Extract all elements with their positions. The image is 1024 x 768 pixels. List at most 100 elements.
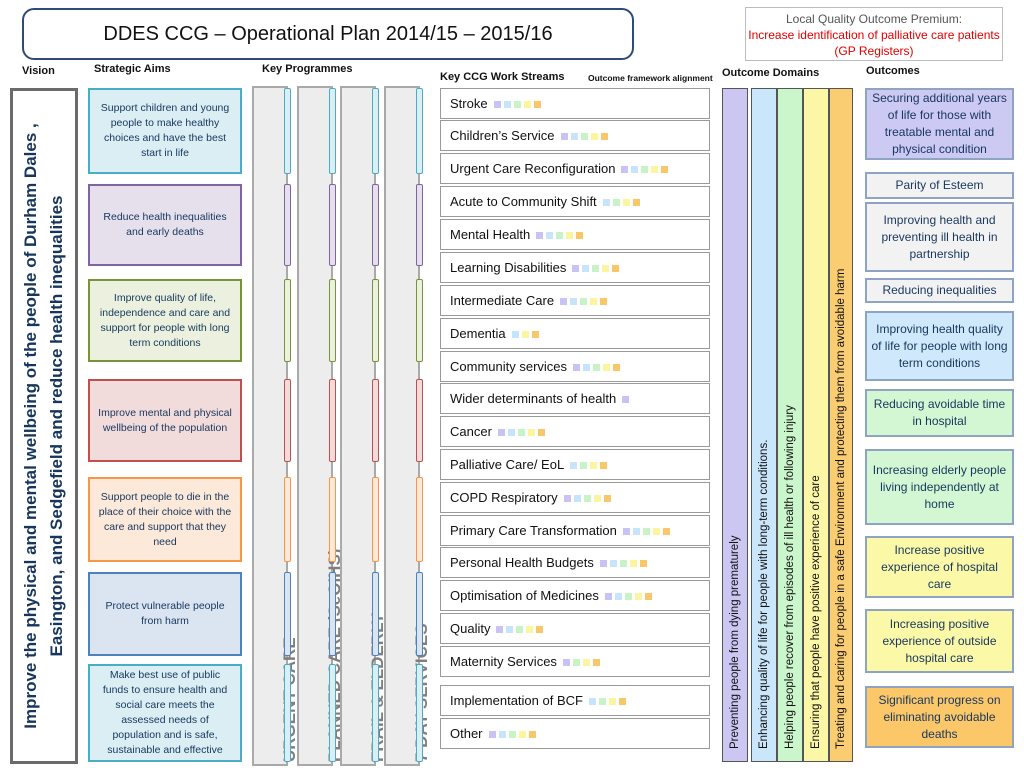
work-stream-label: COPD Respiratory bbox=[450, 490, 558, 505]
alignment-square bbox=[641, 166, 649, 173]
alignment-square bbox=[642, 528, 650, 535]
alignment-square bbox=[590, 462, 598, 469]
alignment-square bbox=[662, 528, 670, 535]
work-stream-label: Stroke bbox=[450, 96, 488, 111]
alignment-square bbox=[600, 133, 608, 140]
programme-aim-marker bbox=[416, 572, 423, 656]
alignment-square bbox=[593, 364, 601, 371]
outcome-box: Reducing inequalities bbox=[865, 278, 1014, 303]
alignment-square bbox=[622, 199, 630, 206]
alignment-square bbox=[497, 429, 505, 436]
programme-column bbox=[340, 86, 376, 766]
outcome-domain-column: Ensuring that people have positive exper… bbox=[803, 88, 829, 762]
work-stream-label: Acute to Community Shift bbox=[450, 194, 597, 209]
work-stream-label: Learning Disabilities bbox=[450, 260, 567, 275]
programme-aim-marker bbox=[284, 379, 291, 462]
alignment-square bbox=[528, 731, 536, 738]
alignment-markers bbox=[495, 424, 545, 439]
alignment-markers bbox=[486, 726, 536, 741]
work-stream-row: Dementia bbox=[440, 318, 710, 349]
outcome-box: Improving health quality of life for peo… bbox=[865, 311, 1014, 381]
alignment-square bbox=[537, 429, 545, 436]
alignment-markers bbox=[570, 359, 621, 374]
alignment-square bbox=[493, 101, 501, 108]
alignment-square bbox=[556, 232, 564, 239]
alignment-square bbox=[527, 429, 535, 436]
work-stream-label: Community services bbox=[450, 359, 568, 374]
alignment-square bbox=[602, 265, 610, 272]
work-stream-row: Maternity Services bbox=[440, 646, 710, 677]
work-stream-label: Wider determinants of health bbox=[450, 391, 617, 406]
alignment-square bbox=[570, 298, 578, 305]
outcome-domain-column: Preventing people from dying prematurely bbox=[722, 88, 748, 762]
alignment-square bbox=[516, 626, 524, 633]
alignment-square bbox=[622, 528, 630, 535]
programme-aim-marker bbox=[416, 477, 423, 562]
work-stream-row: COPD Respiratory bbox=[440, 482, 710, 513]
programme-aim-marker bbox=[416, 184, 423, 266]
work-stream-row: Acute to Community Shift bbox=[440, 186, 710, 217]
programme-aim-marker bbox=[329, 279, 336, 362]
strategic-aim-box: Reduce health inequalities and early dea… bbox=[88, 184, 242, 266]
alignment-square bbox=[600, 298, 608, 305]
programme-aim-marker bbox=[329, 379, 336, 462]
header-vision: Vision bbox=[22, 65, 55, 77]
programme-aim-marker bbox=[329, 664, 336, 762]
work-stream-label: Intermediate Care bbox=[450, 293, 555, 308]
header-work-streams: Key CCG Work Streams bbox=[440, 71, 565, 83]
work-stream-row: Stroke bbox=[440, 88, 710, 119]
premium-heading: Local Quality Outcome Premium: bbox=[785, 12, 963, 26]
alignment-square bbox=[631, 166, 639, 173]
premium-detail: Increase identification of palliative ca… bbox=[748, 28, 1000, 58]
work-stream-row: Other bbox=[440, 718, 710, 749]
outcome-domain-column: Enhancing quality of life for people wit… bbox=[751, 88, 777, 762]
programme-aim-marker bbox=[372, 184, 379, 266]
page-title: DDES CCG – Operational Plan 2014/15 – 20… bbox=[22, 8, 634, 60]
alignment-square bbox=[590, 298, 598, 305]
programme-aim-marker bbox=[372, 88, 379, 174]
alignment-square bbox=[613, 364, 621, 371]
header-outcomes: Outcomes bbox=[866, 65, 920, 77]
work-stream-row: Palliative Care/ EoL bbox=[440, 449, 710, 480]
alignment-square bbox=[546, 232, 554, 239]
alignment-markers bbox=[586, 693, 626, 708]
alignment-square bbox=[507, 429, 515, 436]
alignment-square bbox=[506, 626, 514, 633]
work-stream-row: Quality bbox=[440, 613, 710, 644]
alignment-markers bbox=[567, 457, 608, 472]
alignment-square bbox=[634, 593, 642, 600]
programme-aim-marker bbox=[416, 88, 423, 174]
programme-aim-marker bbox=[284, 664, 291, 762]
alignment-markers bbox=[597, 555, 647, 570]
strategic-aim-box: Protect vulnerable people from harm bbox=[88, 572, 242, 656]
alignment-square bbox=[621, 166, 629, 173]
outcome-domain-label: Enhancing quality of life for people wit… bbox=[758, 439, 770, 749]
work-stream-row: Implementation of BCF bbox=[440, 685, 710, 716]
alignment-square bbox=[592, 265, 600, 272]
outcome-box: Increase positive experience of hospital… bbox=[865, 536, 1014, 598]
work-stream-row: Community services bbox=[440, 351, 710, 382]
alignment-square bbox=[652, 528, 660, 535]
programme-aim-marker bbox=[284, 279, 291, 362]
alignment-square bbox=[533, 101, 541, 108]
work-stream-row: Children’s Service bbox=[440, 120, 710, 151]
alignment-square bbox=[632, 528, 640, 535]
alignment-markers bbox=[618, 161, 669, 176]
programme-aim-marker bbox=[284, 477, 291, 562]
alignment-square bbox=[632, 199, 640, 206]
alignment-markers bbox=[493, 621, 544, 636]
alignment-square bbox=[624, 593, 632, 600]
alignment-square bbox=[562, 659, 570, 666]
alignment-markers bbox=[557, 293, 608, 308]
alignment-square bbox=[498, 731, 506, 738]
quality-premium-box: Local Quality Outcome Premium: Increase … bbox=[745, 7, 1003, 61]
alignment-square bbox=[661, 166, 669, 173]
alignment-square bbox=[508, 731, 516, 738]
alignment-square bbox=[603, 364, 611, 371]
work-stream-label: Children’s Service bbox=[450, 128, 555, 143]
work-stream-row: Wider determinants of health bbox=[440, 383, 710, 414]
alignment-square bbox=[603, 495, 611, 502]
programme-aim-marker bbox=[372, 477, 379, 562]
vision-statement: Improve the physical and mental wellbein… bbox=[21, 123, 66, 729]
alignment-square bbox=[583, 495, 591, 502]
